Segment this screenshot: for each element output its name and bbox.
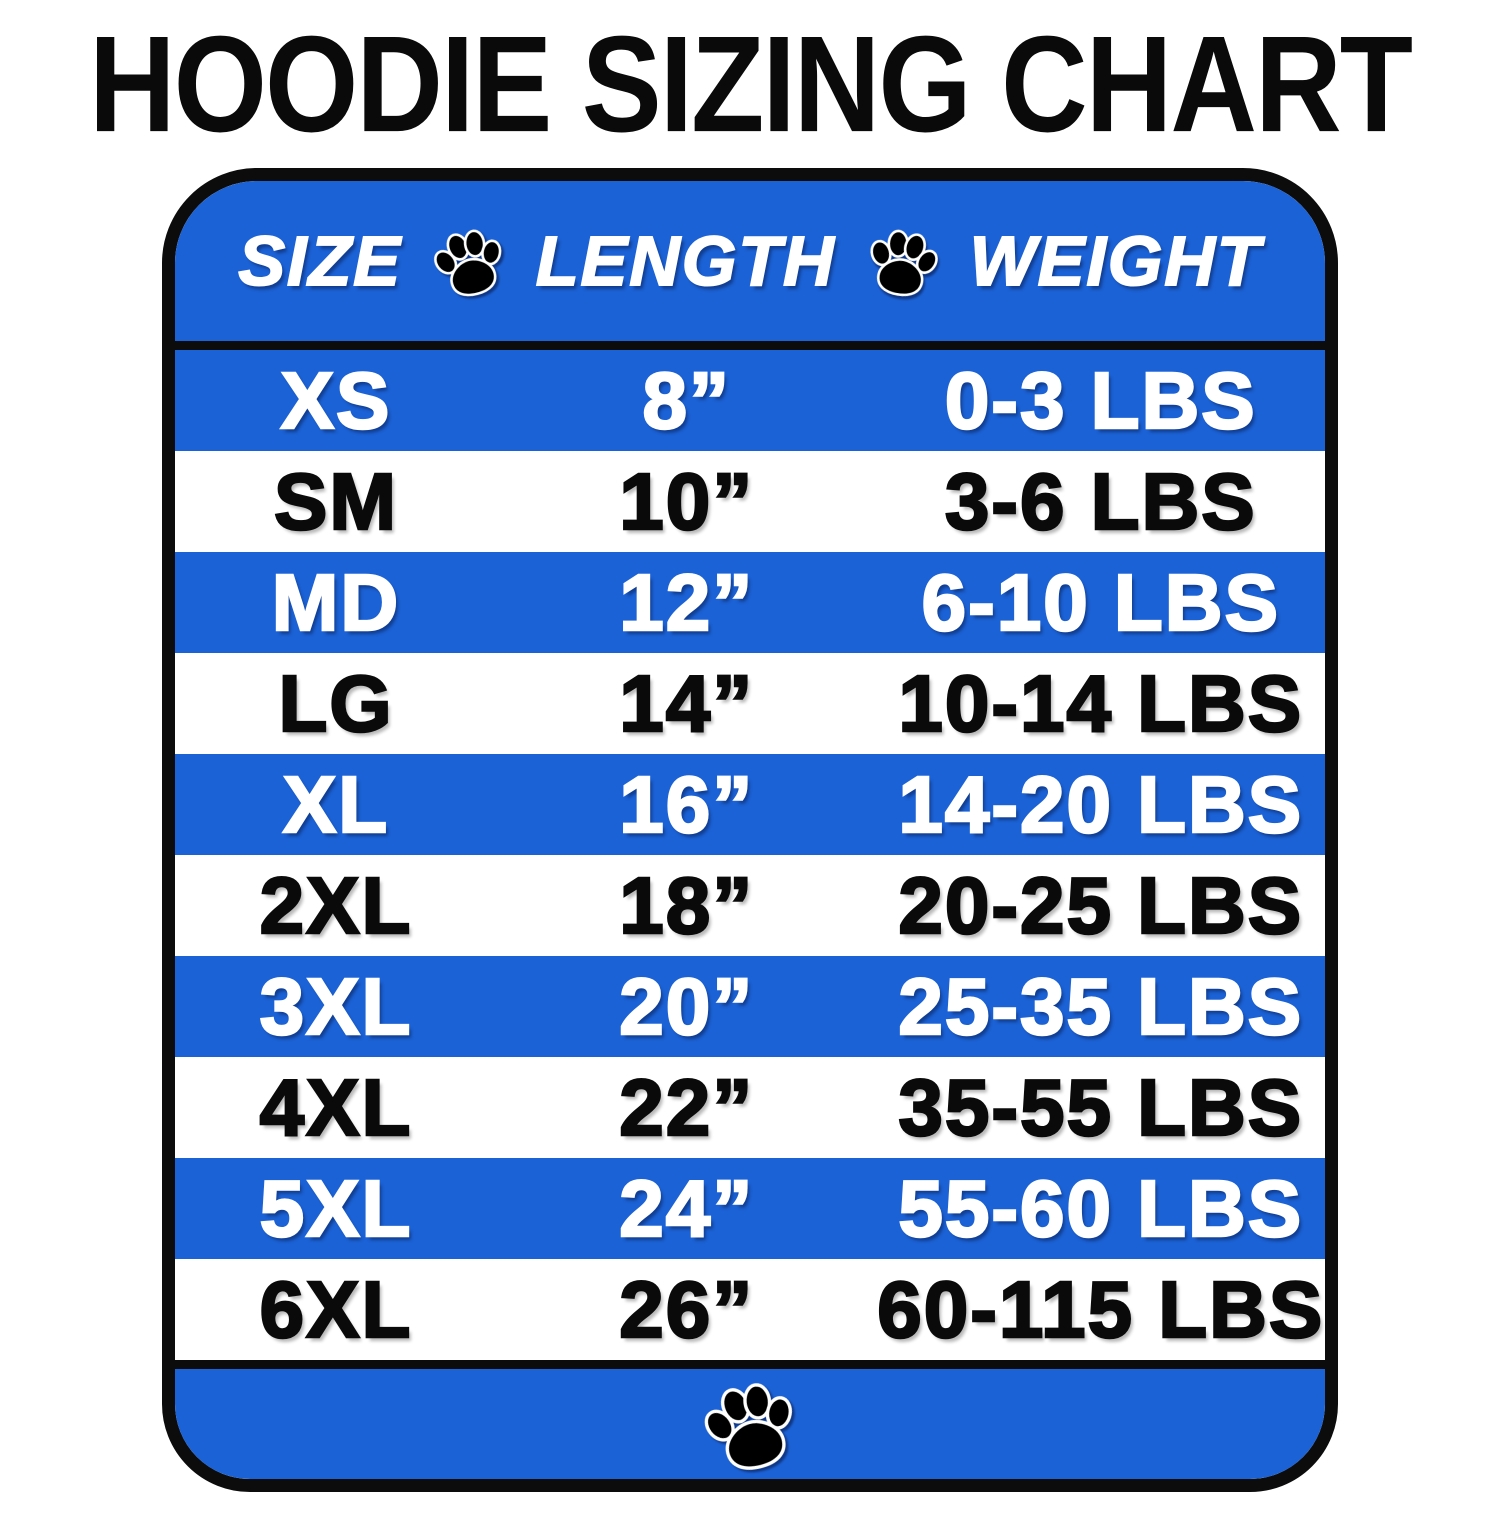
table-row-xs: XS 8” 0-3 LBS — [175, 350, 1325, 451]
header-divider — [175, 341, 1325, 350]
length-cell: 22” — [618, 1062, 755, 1154]
table-row-xl: XL 16” 14-20 LBS — [175, 754, 1325, 855]
size-cell: 3XL — [258, 961, 413, 1053]
column-header-length: LENGTH — [535, 221, 836, 301]
length-cell: 16” — [618, 759, 755, 851]
weight-cell: 0-3 LBS — [944, 355, 1257, 447]
table-row-6xl: 6XL 26” 60-115 LBS — [175, 1259, 1325, 1360]
weight-cell: 10-14 LBS — [897, 658, 1304, 750]
table-header-row: SIZE LENGTH WEIGHT — [175, 181, 1325, 341]
paw-icon — [424, 216, 514, 306]
size-cell: 5XL — [258, 1163, 413, 1255]
size-cell: MD — [271, 557, 401, 649]
footer-divider — [175, 1360, 1325, 1369]
length-cell: 8” — [641, 355, 731, 447]
weight-cell: 6-10 LBS — [920, 557, 1280, 649]
paw-icon — [692, 1366, 808, 1482]
table-row-2xl: 2XL 18” 20-25 LBS — [175, 855, 1325, 956]
weight-cell: 35-55 LBS — [897, 1062, 1304, 1154]
length-cell: 18” — [618, 860, 755, 952]
size-cell: XS — [279, 355, 392, 447]
table-row-sm: SM 10” 3-6 LBS — [175, 451, 1325, 552]
length-cell: 24” — [618, 1163, 755, 1255]
length-cell: 26” — [618, 1264, 755, 1356]
table-row-3xl: 3XL 20” 25-35 LBS — [175, 956, 1325, 1057]
size-cell: 2XL — [258, 860, 413, 952]
card-footer — [175, 1369, 1325, 1479]
weight-cell: 14-20 LBS — [897, 759, 1304, 851]
table-row-5xl: 5XL 24” 55-60 LBS — [175, 1158, 1325, 1259]
length-cell: 14” — [618, 658, 755, 750]
size-cell: 4XL — [258, 1062, 413, 1154]
page-title: HOODIE SIZING CHART — [88, 8, 1413, 161]
column-header-weight: WEIGHT — [969, 221, 1262, 301]
weight-cell: 60-115 LBS — [876, 1264, 1325, 1356]
length-cell: 12” — [618, 557, 755, 649]
weight-cell: 55-60 LBS — [897, 1163, 1304, 1255]
size-cell: XL — [282, 759, 390, 851]
length-cell: 20” — [618, 961, 755, 1053]
table-row-4xl: 4XL 22” 35-55 LBS — [175, 1057, 1325, 1158]
paw-icon — [860, 219, 945, 304]
size-cell: LG — [277, 658, 394, 750]
size-cell: SM — [273, 456, 398, 548]
weight-cell: 25-35 LBS — [897, 961, 1304, 1053]
table-row-md: MD 12” 6-10 LBS — [175, 552, 1325, 653]
weight-cell: 20-25 LBS — [897, 860, 1304, 952]
sizing-chart-card: SIZE LENGTH WEIGHT XS 8” 0-3 LBS SM 10” … — [162, 168, 1338, 1492]
weight-cell: 3-6 LBS — [944, 456, 1257, 548]
column-header-size: SIZE — [237, 221, 402, 301]
table-row-lg: LG 14” 10-14 LBS — [175, 653, 1325, 754]
size-cell: 6XL — [258, 1264, 413, 1356]
length-cell: 10” — [618, 456, 755, 548]
